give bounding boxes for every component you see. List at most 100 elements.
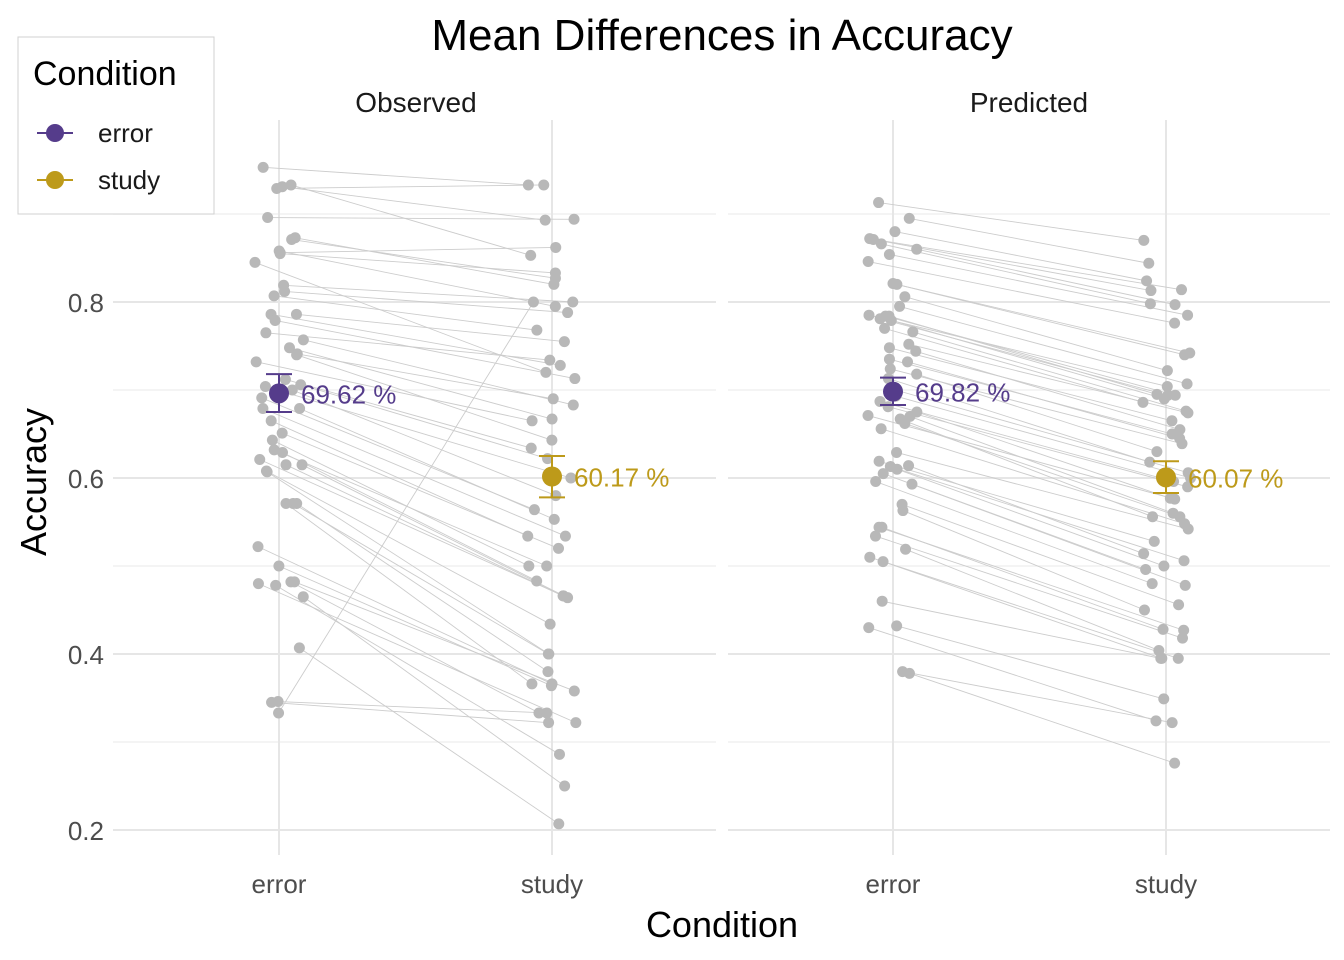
data-point-study xyxy=(1151,446,1163,458)
participant-line xyxy=(899,305,1188,385)
participant-line xyxy=(296,313,565,343)
data-point-study xyxy=(1155,652,1167,664)
participant-line xyxy=(916,248,1176,306)
data-point-error xyxy=(876,595,888,607)
data-point-error xyxy=(883,248,895,260)
data-point-study xyxy=(542,648,554,660)
participant-line xyxy=(289,347,553,420)
chart-title: Mean Differences in Accuracy xyxy=(431,11,1012,60)
legend: Condition error study xyxy=(17,36,215,215)
participant-line xyxy=(285,379,532,449)
data-point-study xyxy=(1182,407,1194,419)
data-point-study xyxy=(553,748,565,760)
data-point-study xyxy=(549,300,561,312)
data-point-study xyxy=(531,575,543,587)
participant-line xyxy=(262,408,566,537)
data-point-error xyxy=(257,161,269,173)
y-tick-label: 0.8 xyxy=(68,288,104,318)
data-point-error xyxy=(899,417,911,429)
data-point-study xyxy=(1137,396,1149,408)
data-point-error xyxy=(882,401,894,413)
data-point-error xyxy=(862,410,874,422)
data-point-study xyxy=(1144,298,1156,310)
data-point-study xyxy=(1182,523,1194,535)
data-point-error xyxy=(297,591,309,603)
data-point-study xyxy=(1179,349,1191,361)
participant-line xyxy=(868,261,1175,324)
data-point-error xyxy=(877,556,889,568)
participant-line xyxy=(256,361,533,422)
data-point-error xyxy=(256,392,268,404)
y-tick-label: 0.6 xyxy=(68,464,104,494)
data-point-study xyxy=(567,399,579,411)
participant-line xyxy=(891,320,1165,400)
data-point-study xyxy=(1166,415,1178,427)
y-tick-label: 0.2 xyxy=(68,816,104,846)
data-point-error xyxy=(273,560,285,572)
participant-line xyxy=(285,503,533,685)
x-tick-label: error xyxy=(866,869,921,899)
data-point-error xyxy=(297,334,309,346)
participant-line xyxy=(302,596,565,787)
data-point-error xyxy=(903,667,915,679)
participant-line xyxy=(280,246,556,254)
data-point-study xyxy=(1158,693,1170,705)
participant-line xyxy=(880,428,1185,525)
data-point-study xyxy=(1177,632,1189,644)
data-point-study xyxy=(1181,378,1193,390)
data-point-error xyxy=(907,326,919,338)
participant-line xyxy=(902,671,1173,724)
data-point-error xyxy=(903,338,915,350)
data-point-study xyxy=(541,560,553,572)
participant-line xyxy=(878,526,1184,631)
data-point-study xyxy=(1161,380,1173,392)
data-point-study xyxy=(545,680,557,692)
mean-point xyxy=(883,381,903,402)
participant-line xyxy=(300,384,548,460)
participant-line xyxy=(901,503,1179,606)
participant-line xyxy=(295,237,554,285)
legend-title: Condition xyxy=(33,55,177,93)
participant-line xyxy=(878,460,1155,542)
data-point-error xyxy=(291,349,303,361)
data-point-study xyxy=(527,296,539,308)
data-point-study xyxy=(568,685,580,697)
mean-label: 60.07 % xyxy=(1188,463,1283,493)
data-point-error xyxy=(879,322,891,334)
data-point-error xyxy=(891,620,903,632)
data-point-error xyxy=(291,498,303,510)
data-point-study xyxy=(1169,757,1181,769)
data-point-study xyxy=(528,504,540,516)
data-point-study xyxy=(1143,257,1155,269)
participant-line xyxy=(265,386,572,479)
participant-line xyxy=(909,672,1175,764)
participant-line xyxy=(896,283,1185,356)
mean-point xyxy=(1156,467,1176,488)
data-point-study xyxy=(1150,715,1162,727)
participant-line xyxy=(271,420,528,537)
participant-line xyxy=(266,471,550,655)
participant-line xyxy=(263,166,529,186)
participant-line xyxy=(265,332,550,361)
participant-line xyxy=(290,184,531,256)
participant-line xyxy=(882,600,1161,659)
data-point-error xyxy=(875,238,887,250)
data-point-study xyxy=(568,213,580,225)
data-point-study xyxy=(569,373,581,385)
data-point-error xyxy=(266,696,278,708)
participant-line xyxy=(272,439,530,567)
participant-line xyxy=(895,395,1191,479)
participant-line xyxy=(894,231,1147,282)
data-point-error xyxy=(899,291,911,303)
data-point-error xyxy=(902,356,914,368)
data-point-error xyxy=(259,380,271,392)
data-point-study xyxy=(1169,299,1181,311)
data-point-error xyxy=(254,454,266,466)
data-point-error xyxy=(270,579,282,591)
data-point-error xyxy=(271,182,283,194)
data-point-study xyxy=(540,366,552,378)
data-point-error xyxy=(910,345,922,357)
pair-lines-layer xyxy=(254,166,1191,825)
participant-line xyxy=(266,470,551,625)
data-point-study xyxy=(539,214,551,226)
